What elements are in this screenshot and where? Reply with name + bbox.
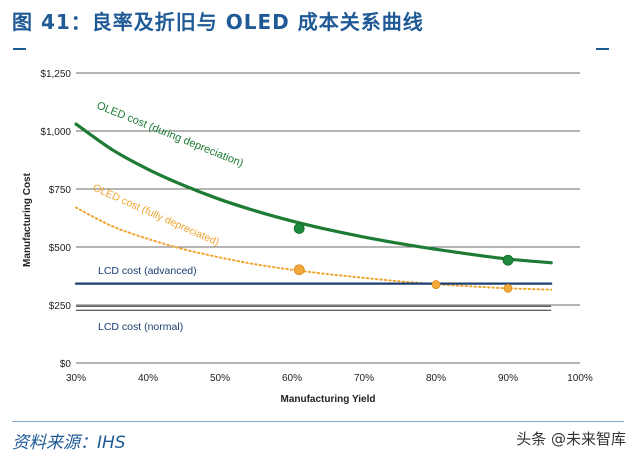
series-markers [293, 223, 514, 293]
x-axis-label: Manufacturing Yield [280, 394, 375, 405]
x-tick-labels: 30% 40% 50% 60% 70% 80% 90% 100% [66, 373, 593, 384]
annotation-label-3: LCD cost (normal) [98, 321, 183, 333]
x-tick-label: 70% [354, 373, 374, 384]
y-tick-label: $750 [49, 185, 72, 196]
y-tick-label: $500 [49, 243, 72, 254]
grid-lines [76, 72, 580, 364]
series-0-marker-1 [502, 254, 514, 266]
series-0-marker-0 [293, 223, 305, 234]
x-tick-label: 80% [426, 373, 446, 384]
annotation-label-2: LCD cost (advanced) [98, 265, 197, 277]
series-line-0 [74, 122, 553, 265]
title-rule-right [596, 48, 609, 50]
x-tick-label: 90% [498, 373, 518, 384]
x-tick-label: 60% [282, 373, 302, 384]
y-axis-label: Manufacturing Cost [22, 172, 33, 267]
title-rule-left [13, 48, 26, 50]
series-1-marker-2 [503, 283, 513, 293]
source-note: 资料来源：IHS [12, 433, 126, 453]
y-tick-label: $1,000 [40, 127, 71, 138]
y-tick-label: $1,250 [40, 69, 71, 80]
cost-chart: $0 $250 $500 $750 $1,000 $1,250 30% 40% 50% 60% 7… [22, 69, 593, 405]
watermark: 头条 @未来智库 [516, 430, 626, 448]
y-tick-label: $250 [49, 301, 72, 312]
annotation-label-0: OLED cost (during depreciation) [95, 100, 245, 170]
x-tick-label: 100% [567, 373, 593, 384]
series-line-1 [75, 206, 553, 291]
x-tick-label: 50% [210, 373, 230, 384]
bottom-rule [12, 421, 624, 422]
y-tick-labels: $0 $250 $500 $750 $1,000 $1,250 [40, 69, 71, 370]
series-lines [74, 122, 553, 311]
y-tick-label: $0 [60, 359, 72, 370]
x-tick-label: 40% [138, 373, 158, 384]
x-tick-label: 30% [66, 373, 86, 384]
series-annotations: OLED cost (during depreciation)OLED cost… [91, 100, 245, 333]
series-1-marker-0 [293, 264, 305, 276]
figure-title: 图 41：良率及折旧与 OLED 成本关系曲线 [12, 10, 424, 34]
series-1-marker-1 [431, 280, 441, 289]
